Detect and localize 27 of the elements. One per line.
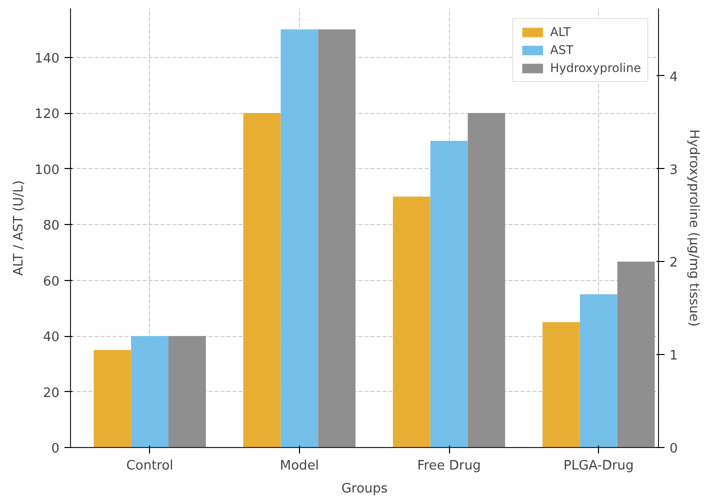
y2-axis-title: Hydroxyproline (μg/mg tissue) [686, 129, 701, 327]
y2-tick-label: 1 [670, 348, 678, 364]
y-tick-label: 120 [34, 107, 60, 122]
y-tick-label: 60 [42, 274, 60, 290]
legend-label: ALT [550, 25, 571, 39]
y-tick-label: 100 [34, 162, 60, 178]
y2-tick-label: 2 [670, 256, 678, 271]
y2-tick-label: 4 [670, 70, 678, 85]
y-tick-label: 140 [34, 51, 60, 66]
y-tick-label: 40 [42, 330, 60, 346]
bar [243, 113, 281, 448]
y-tick-label: 80 [42, 218, 60, 234]
bar [542, 322, 580, 448]
y-axis-title: ALT / AST (U/L) [12, 180, 27, 276]
y-tick-label: 0 [51, 442, 60, 456]
x-tick-label: Free Drug [417, 458, 481, 474]
legend-label: Hydroxyproline [550, 61, 641, 75]
y-tick-label: 20 [42, 386, 60, 401]
legend-label: AST [550, 43, 574, 57]
bar [94, 350, 132, 448]
y2-tick-label: 0 [670, 442, 678, 456]
y2-tick-label: 3 [670, 162, 678, 178]
x-tick-label: Control [126, 458, 174, 474]
x-tick-label: Model [280, 458, 319, 474]
x-axis-title: Groups [341, 482, 388, 496]
bar [392, 196, 430, 448]
x-tick-label: PLGA-Drug [564, 458, 634, 474]
